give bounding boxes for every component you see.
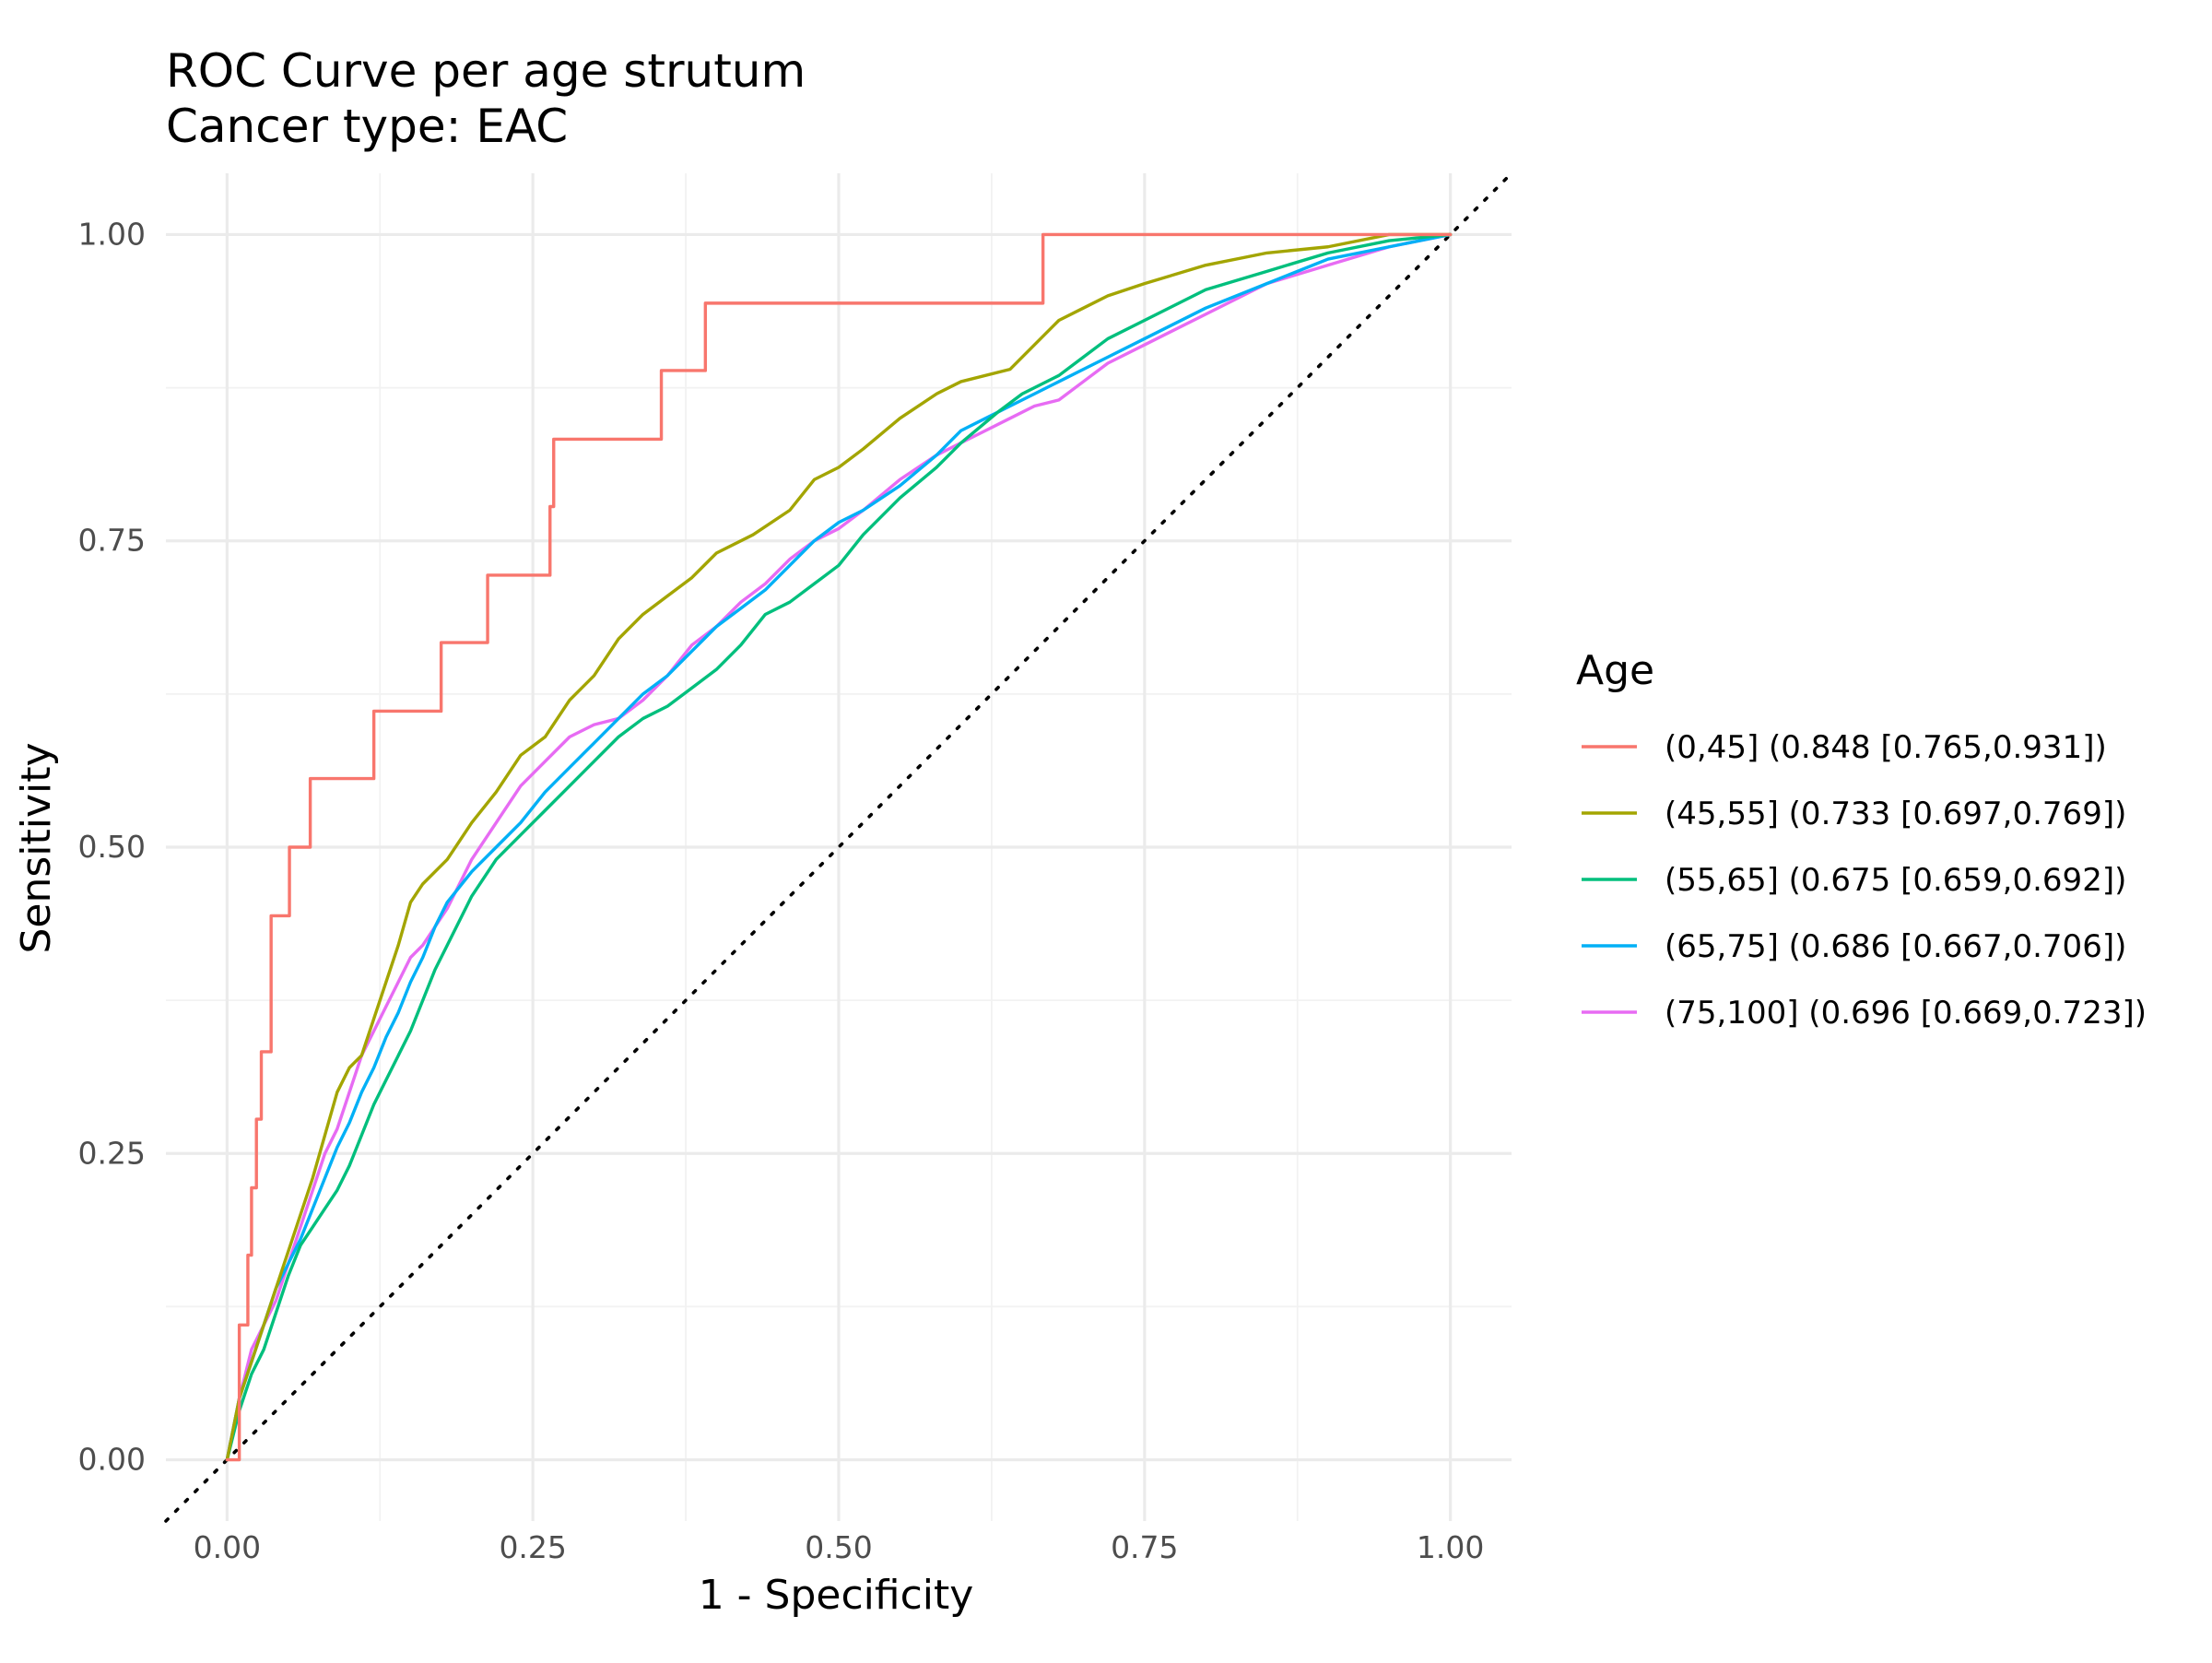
- roc-series-line-5: [225, 232, 1453, 1462]
- y-tick-label: 0.25: [78, 1135, 146, 1171]
- legend-label: (45,55] (0.733 [0.697,0.769]): [1665, 796, 2126, 832]
- y-tick-label: 0.50: [78, 829, 146, 865]
- legend-label: (0,45] (0.848 [0.765,0.931]): [1665, 729, 2107, 766]
- chart-subtitle: Cancer type: EAC: [166, 100, 568, 153]
- x-tick-label: 0.25: [499, 1529, 566, 1565]
- legend-label: (65,75] (0.686 [0.667,0.706]): [1665, 928, 2126, 965]
- grid-layer: [166, 173, 1512, 1521]
- y-tick-label: 0.00: [78, 1442, 146, 1478]
- roc-series-line-4: [225, 232, 1453, 1462]
- legend-item: (55,65] (0.675 [0.659,0.692]): [1582, 862, 2126, 899]
- y-axis-title: Sensitivity: [13, 742, 60, 953]
- legend-item: (0,45] (0.848 [0.765,0.931]): [1582, 729, 2107, 766]
- roc-series-line-3: [225, 232, 1453, 1462]
- legend-item: (45,55] (0.733 [0.697,0.769]): [1582, 796, 2126, 832]
- reference-line-layer: [164, 171, 1513, 1523]
- roc-series-line-2: [225, 232, 1453, 1462]
- series-layer: [225, 232, 1453, 1462]
- x-tick-label: 0.75: [1111, 1529, 1178, 1565]
- legend-item: (75,100] (0.696 [0.669,0.723]): [1582, 995, 2147, 1032]
- x-axis-title: 1 - Specificity: [699, 1572, 974, 1619]
- legend-title: Age: [1576, 647, 1654, 694]
- legend-label: (75,100] (0.696 [0.669,0.723]): [1665, 995, 2147, 1032]
- reference-diagonal-line: [164, 171, 1513, 1523]
- chart-title: ROC Curve per age strutum: [166, 44, 806, 98]
- y-tick-label: 1.00: [78, 216, 146, 252]
- y-tick-label: 0.75: [78, 523, 146, 559]
- x-tick-label: 0.00: [194, 1529, 261, 1565]
- tick-label-layer: 0.00 0.25 0.50 0.75 1.00 0.00 0.25 0.50 0.75 1.00: [78, 216, 1485, 1565]
- x-tick-label: 1.00: [1417, 1529, 1484, 1565]
- x-tick-label: 0.50: [805, 1529, 872, 1565]
- legend: Age (0,45] (0.848 [0.765,0.931]) (45,55] …: [1576, 647, 2147, 1032]
- legend-item: (65,75] (0.686 [0.667,0.706]): [1582, 928, 2126, 965]
- legend-items: (0,45] (0.848 [0.765,0.931]) (45,55] (0.7…: [1582, 729, 2147, 1032]
- roc-series-line-1: [225, 232, 1453, 1462]
- legend-label: (55,65] (0.675 [0.659,0.692]): [1665, 862, 2126, 899]
